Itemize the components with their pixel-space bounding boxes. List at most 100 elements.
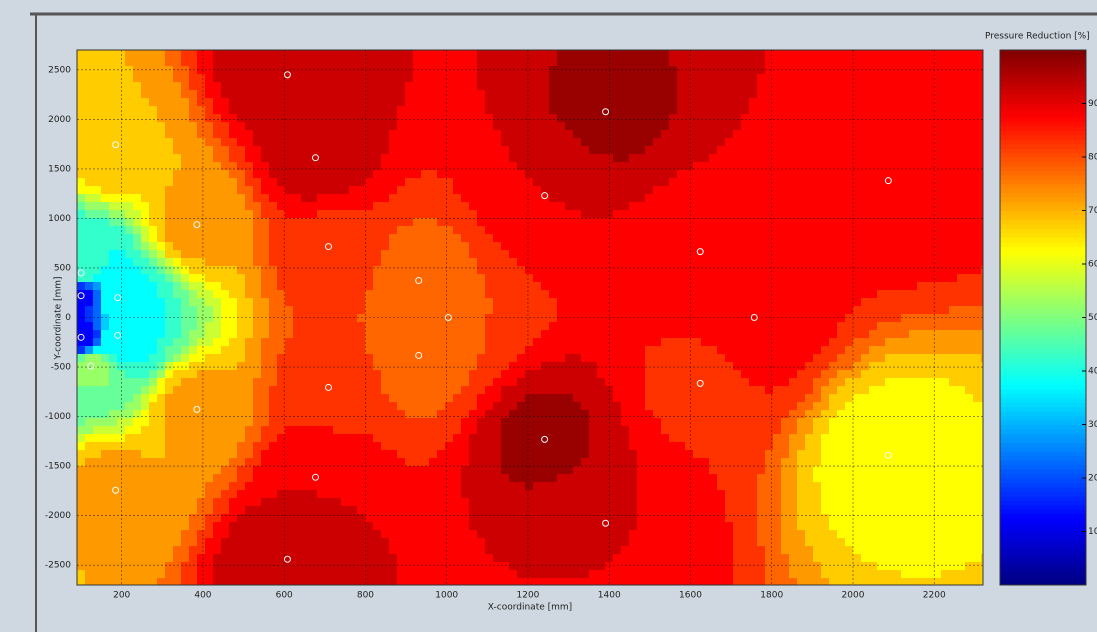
contour-cell bbox=[517, 290, 526, 299]
contour-cell bbox=[333, 50, 342, 59]
contour-cell bbox=[229, 178, 238, 187]
contour-cell bbox=[197, 330, 206, 339]
contour-cell bbox=[613, 258, 622, 267]
contour-cell bbox=[245, 266, 254, 275]
contour-cell bbox=[285, 130, 294, 139]
contour-cell bbox=[309, 370, 318, 379]
contour-cell bbox=[205, 50, 214, 59]
contour-cell bbox=[397, 162, 406, 171]
contour-cell bbox=[309, 106, 318, 115]
contour-cell bbox=[309, 130, 318, 139]
contour-cell bbox=[365, 570, 374, 579]
contour-cell bbox=[245, 554, 254, 563]
contour-cell bbox=[213, 186, 222, 195]
contour-cell bbox=[341, 90, 350, 99]
contour-cell bbox=[301, 386, 310, 395]
contour-cell bbox=[213, 90, 222, 99]
contour-cell bbox=[261, 114, 270, 123]
contour-cell bbox=[661, 202, 670, 211]
contour-cell bbox=[397, 426, 406, 435]
contour-cell bbox=[533, 66, 542, 75]
contour-cell bbox=[557, 66, 566, 75]
contour-cell bbox=[181, 170, 190, 179]
contour-cell bbox=[309, 194, 318, 203]
contour-cell bbox=[293, 82, 302, 91]
contour-cell bbox=[373, 402, 382, 411]
contour-cell bbox=[613, 250, 622, 259]
contour-cell bbox=[261, 394, 270, 403]
contour-cell bbox=[461, 370, 470, 379]
contour-cell bbox=[501, 154, 510, 163]
contour-cell bbox=[357, 74, 366, 83]
contour-cell bbox=[597, 482, 606, 491]
contour-cell bbox=[229, 218, 238, 227]
contour-cell bbox=[405, 522, 414, 531]
contour-cell bbox=[501, 58, 510, 67]
contour-cell bbox=[581, 362, 590, 371]
contour-cell bbox=[445, 330, 454, 339]
contour-cell bbox=[453, 402, 462, 411]
contour-cell bbox=[197, 482, 206, 491]
contour-cell bbox=[437, 466, 446, 475]
contour-cell bbox=[365, 98, 374, 107]
contour-cell bbox=[557, 458, 566, 467]
contour-cell bbox=[429, 202, 438, 211]
contour-cell bbox=[309, 98, 318, 107]
contour-cell bbox=[637, 290, 646, 299]
contour-cell bbox=[93, 138, 102, 147]
contour-cell bbox=[229, 74, 238, 83]
contour-cell bbox=[173, 562, 182, 571]
contour-cell bbox=[109, 290, 118, 299]
contour-cell bbox=[309, 186, 318, 195]
contour-cell bbox=[653, 218, 662, 227]
contour-cell bbox=[557, 338, 566, 347]
contour-cell bbox=[221, 394, 230, 403]
contour-cell bbox=[453, 378, 462, 387]
contour-cell bbox=[93, 330, 102, 339]
contour-cell bbox=[341, 306, 350, 315]
contour-cell bbox=[285, 362, 294, 371]
contour-cell bbox=[589, 410, 598, 419]
contour-cell bbox=[653, 554, 662, 563]
contour-cell bbox=[469, 570, 478, 579]
contour-cell bbox=[661, 474, 670, 483]
contour-cell bbox=[77, 234, 86, 243]
contour-cell bbox=[253, 490, 262, 499]
contour-cell bbox=[397, 146, 406, 155]
contour-cell bbox=[261, 490, 270, 499]
contour-cell bbox=[261, 546, 270, 555]
contour-cell bbox=[93, 466, 102, 475]
contour-cell bbox=[165, 426, 174, 435]
contour-cell bbox=[613, 426, 622, 435]
contour-cell bbox=[173, 442, 182, 451]
contour-cell bbox=[517, 322, 526, 331]
contour-cell bbox=[445, 386, 454, 395]
contour-cell bbox=[621, 282, 630, 291]
contour-cell bbox=[397, 178, 406, 187]
contour-cell bbox=[597, 530, 606, 539]
contour-cell bbox=[109, 306, 118, 315]
contour-cell bbox=[597, 338, 606, 347]
contour-cell bbox=[245, 258, 254, 267]
contour-cell bbox=[205, 514, 214, 523]
contour-cell bbox=[621, 138, 630, 147]
contour-cell bbox=[357, 90, 366, 99]
contour-cell bbox=[469, 234, 478, 243]
contour-cell bbox=[581, 314, 590, 323]
contour-cell bbox=[221, 154, 230, 163]
contour-cell bbox=[557, 362, 566, 371]
contour-cell bbox=[549, 370, 558, 379]
contour-cell bbox=[149, 290, 158, 299]
contour-cell bbox=[533, 234, 542, 243]
contour-cell bbox=[405, 362, 414, 371]
contour-cell bbox=[213, 98, 222, 107]
contour-cell bbox=[261, 98, 270, 107]
contour-cell bbox=[381, 202, 390, 211]
contour-cell bbox=[181, 234, 190, 243]
contour-cell bbox=[421, 434, 430, 443]
contour-cell bbox=[221, 234, 230, 243]
contour-cell bbox=[181, 354, 190, 363]
contour-cell bbox=[541, 274, 550, 283]
contour-cell bbox=[261, 50, 270, 59]
contour-cell bbox=[109, 130, 118, 139]
